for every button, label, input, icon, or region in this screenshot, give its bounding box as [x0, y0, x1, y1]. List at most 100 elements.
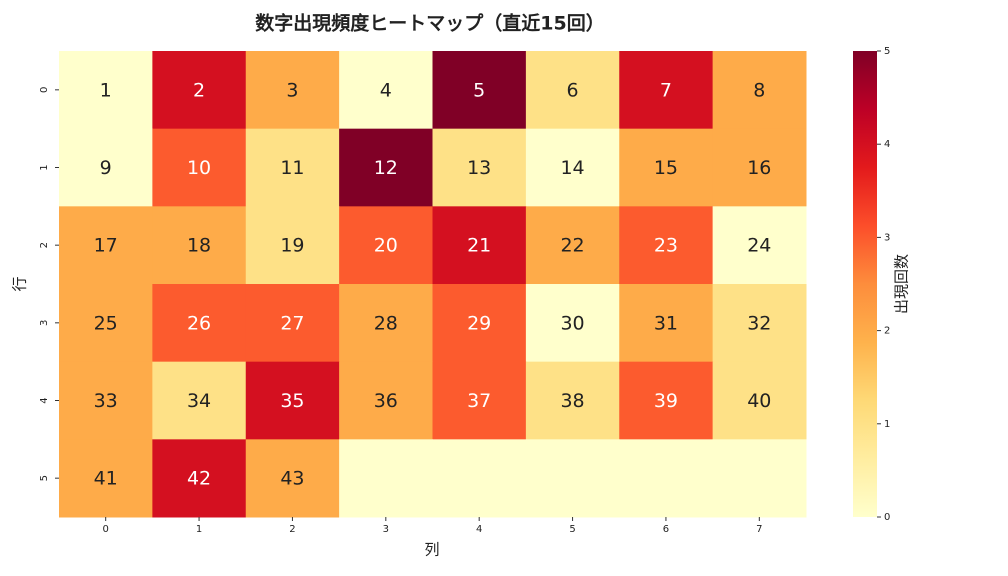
x-tick-label: 6	[663, 524, 669, 535]
cell-label: 24	[747, 235, 771, 257]
heatmap-cell	[432, 284, 527, 363]
heatmap-cell	[525, 51, 620, 130]
cell-label: 19	[280, 235, 304, 257]
heatmap-cell	[432, 361, 527, 440]
y-tick-label: 1	[39, 164, 50, 170]
chart-title: 数字出現頻度ヒートマップ（直近15回）	[255, 12, 604, 35]
heatmap-cell	[59, 284, 153, 363]
cell-label: 14	[560, 157, 584, 179]
cell-label: 5	[473, 79, 485, 101]
cell-label: 25	[94, 312, 118, 334]
heatmap-cell	[339, 284, 433, 363]
heatmap-cell	[339, 206, 433, 285]
cell-label: 7	[660, 79, 672, 101]
y-tick-label: 4	[39, 397, 50, 403]
cell-label: 3	[286, 79, 298, 101]
heatmap-cell	[619, 206, 714, 285]
cell-label: 35	[280, 390, 304, 412]
colorbar-tick-label: 4	[884, 139, 890, 150]
cell-label: 42	[187, 468, 211, 490]
colorbar-tick-label: 2	[884, 326, 890, 337]
cell-label: 10	[187, 157, 211, 179]
cell-label: 41	[94, 468, 118, 490]
heatmap-cell	[59, 361, 153, 440]
cell-label: 16	[747, 157, 771, 179]
heatmap-cell	[245, 206, 340, 285]
heatmap-cell	[432, 206, 527, 285]
heatmap-cell	[712, 51, 807, 130]
heatmap-cell	[712, 284, 807, 363]
heatmap-cell	[245, 128, 340, 207]
heatmap-cell	[59, 439, 153, 518]
x-tick-label: 2	[289, 524, 295, 535]
cell-label: 33	[94, 390, 118, 412]
heatmap-cell	[59, 206, 153, 285]
cell-label: 2	[193, 79, 205, 101]
cell-label: 31	[654, 312, 678, 334]
y-tick-label: 5	[39, 475, 50, 481]
cell-label: 34	[187, 390, 211, 412]
cell-label: 15	[654, 157, 678, 179]
cell-label: 22	[560, 235, 584, 257]
cell-label: 40	[747, 390, 771, 412]
heatmap-cell	[525, 439, 620, 518]
cell-label: 6	[567, 79, 579, 101]
cell-label: 30	[560, 312, 584, 334]
cell-label: 18	[187, 235, 211, 257]
x-tick-label: 7	[756, 524, 762, 535]
cell-label: 12	[374, 157, 398, 179]
y-tick-label: 0	[39, 87, 50, 93]
colorbar-tick-label: 1	[884, 419, 890, 430]
heatmap-cell	[59, 51, 153, 130]
cell-label: 1	[100, 79, 112, 101]
cell-label: 23	[654, 235, 678, 257]
cell-label: 29	[467, 312, 491, 334]
heatmap-cell	[525, 206, 620, 285]
cell-label: 27	[280, 312, 304, 334]
heatmap-cell	[432, 439, 527, 518]
heatmap-cell	[712, 439, 807, 518]
colorbar	[853, 51, 877, 517]
y-tick-label: 3	[39, 320, 50, 326]
cell-label: 13	[467, 157, 491, 179]
heatmap-cell	[712, 206, 807, 285]
heatmap-cell	[152, 51, 247, 130]
y-axis-label: 行	[11, 276, 29, 291]
x-tick-label: 0	[103, 524, 109, 535]
heatmap-cell	[339, 439, 433, 518]
heatmap-cell	[152, 439, 247, 518]
cell-label: 9	[100, 157, 112, 179]
cell-label: 8	[753, 79, 765, 101]
heatmap-cell	[432, 51, 527, 130]
heatmap-cell	[712, 361, 807, 440]
colorbar-label: 出現回数	[893, 254, 911, 314]
heatmap-cell	[339, 128, 433, 207]
cell-label: 11	[280, 157, 304, 179]
colorbar-tick-label: 5	[884, 46, 890, 57]
heatmap-cell	[152, 284, 247, 363]
heatmap-cell	[525, 284, 620, 363]
heatmap-cell	[619, 284, 714, 363]
x-tick-label: 3	[383, 524, 389, 535]
heatmap-cell	[525, 128, 620, 207]
cell-label: 38	[560, 390, 584, 412]
colorbar-tick-label: 0	[884, 512, 890, 523]
x-axis-label: 列	[424, 541, 439, 559]
cell-label: 26	[187, 312, 211, 334]
heatmap-cell	[339, 51, 433, 130]
heatmap-cell	[712, 128, 807, 207]
cell-label: 37	[467, 390, 491, 412]
cell-label: 20	[374, 235, 398, 257]
colorbar-tick-label: 3	[884, 232, 890, 243]
heatmap-cell	[59, 128, 153, 207]
heatmap-cell	[245, 51, 340, 130]
heatmap-cell	[525, 361, 620, 440]
x-tick-label: 1	[196, 524, 202, 535]
heatmap-cell	[152, 128, 247, 207]
heatmap-cell	[619, 439, 714, 518]
x-tick-label: 4	[476, 524, 482, 535]
cell-label: 36	[374, 390, 398, 412]
heatmap-cell	[245, 361, 340, 440]
heatmap-cell	[619, 361, 714, 440]
